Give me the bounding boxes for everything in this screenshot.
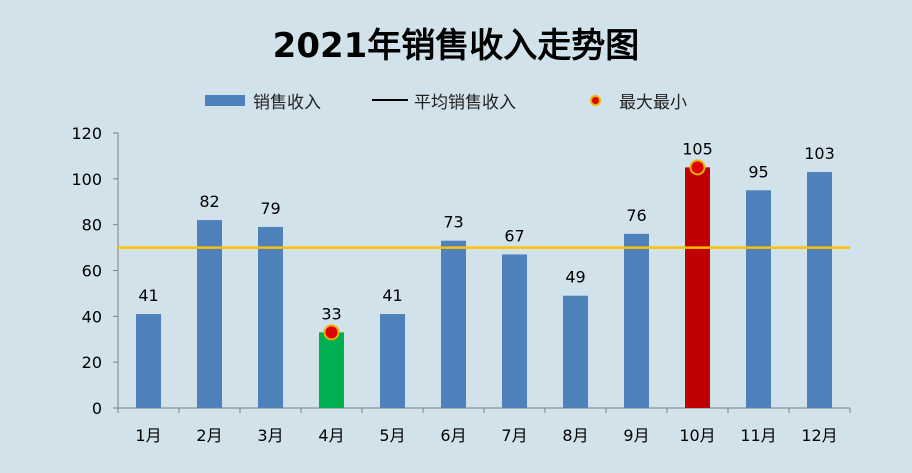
y-tick-label: 40 (82, 307, 102, 326)
data-label: 105 (682, 139, 713, 158)
legend-swatch-line (372, 99, 408, 101)
x-tick-label: 10月 (679, 426, 715, 445)
bar (746, 190, 771, 408)
bar (197, 220, 222, 408)
legend-label-sales: 销售收入 (253, 92, 321, 113)
extreme-marker (689, 159, 706, 176)
data-label: 95 (748, 162, 768, 181)
bar (441, 240, 466, 408)
x-tick-label: 11月 (740, 426, 776, 445)
legend-swatch-dot (590, 94, 601, 106)
x-tick-label: 7月 (501, 426, 527, 445)
y-tick-label: 120 (71, 124, 102, 143)
legend-label-extremes: 最大最小 (619, 92, 687, 113)
x-tick-label: 9月 (623, 426, 649, 445)
y-tick-label: 20 (82, 353, 102, 372)
legend-item-sales: 销售收入 (205, 88, 321, 113)
x-tick-label: 8月 (562, 426, 588, 445)
data-label: 49 (565, 268, 585, 287)
bar (258, 226, 283, 408)
y-tick-label: 80 (82, 216, 102, 235)
bar (563, 295, 588, 408)
data-label: 41 (138, 286, 158, 305)
data-label: 79 (260, 199, 280, 218)
x-tick-label: 3月 (257, 426, 283, 445)
x-tick-label: 12月 (801, 426, 837, 445)
data-label: 103 (804, 144, 835, 163)
x-tick-label: 4月 (318, 426, 344, 445)
bar (319, 332, 344, 408)
x-tick-label: 5月 (379, 426, 405, 445)
extreme-marker (323, 324, 340, 341)
data-label: 67 (504, 226, 524, 245)
y-tick-label: 60 (82, 262, 102, 281)
chart-title: 2021年销售收入走势图 (272, 26, 640, 66)
x-tick-label: 1月 (135, 426, 161, 445)
bar (807, 171, 832, 408)
bar (380, 314, 405, 408)
x-tick-label: 2月 (196, 426, 222, 445)
bar (624, 233, 649, 408)
data-label: 73 (443, 213, 463, 232)
bar (502, 254, 527, 408)
legend-item-average: 平均销售收入 (372, 88, 516, 113)
legend-label-average: 平均销售收入 (414, 92, 516, 113)
data-label: 82 (199, 192, 219, 211)
data-label: 76 (626, 206, 646, 225)
y-tick-label: 0 (92, 399, 102, 418)
legend-item-extremes: 最大最小 (590, 88, 687, 113)
bar (685, 167, 710, 408)
y-tick-label: 100 (71, 170, 102, 189)
x-tick-label: 6月 (440, 426, 466, 445)
data-label: 41 (382, 286, 402, 305)
data-label: 33 (321, 304, 341, 323)
legend-swatch-bar (205, 94, 245, 106)
bar (136, 314, 161, 408)
